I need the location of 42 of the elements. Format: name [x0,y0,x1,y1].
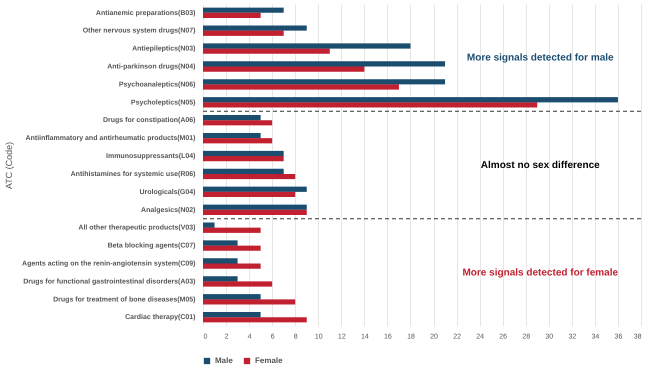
bar [203,97,618,102]
bar [203,66,364,72]
bar [203,12,261,18]
bar [203,240,238,246]
bar [203,132,261,138]
bar [203,294,261,300]
bar [203,312,261,318]
bar [203,192,296,198]
bar [203,150,284,156]
bar [203,61,446,66]
annotation: More signals detected for male [466,52,614,64]
legend-label: Male [215,356,234,365]
bar [203,168,284,174]
y-axis-title: ATC (Code) [4,142,14,190]
bar [203,258,238,264]
bar [203,276,238,282]
bar [203,228,261,233]
bar [203,281,272,287]
bar [203,48,330,54]
bar [203,156,284,162]
bar [203,25,307,31]
bar [203,79,446,84]
bar [203,299,296,305]
bar [203,8,284,13]
bar [203,102,538,108]
bar [203,138,272,144]
legend-label: Female [255,356,284,365]
bar [203,204,307,210]
bar [203,186,307,192]
bar [203,43,410,49]
bar [203,174,296,180]
bar [203,246,261,251]
annotation: More signals detected for female [462,267,618,278]
bar [203,222,215,228]
bar [203,317,307,322]
bar [203,210,307,215]
bar [203,115,261,120]
bar [203,84,399,90]
annotation: Almost no sex difference [480,160,600,171]
bar [203,30,284,36]
bar [203,120,272,126]
bar [203,264,261,269]
